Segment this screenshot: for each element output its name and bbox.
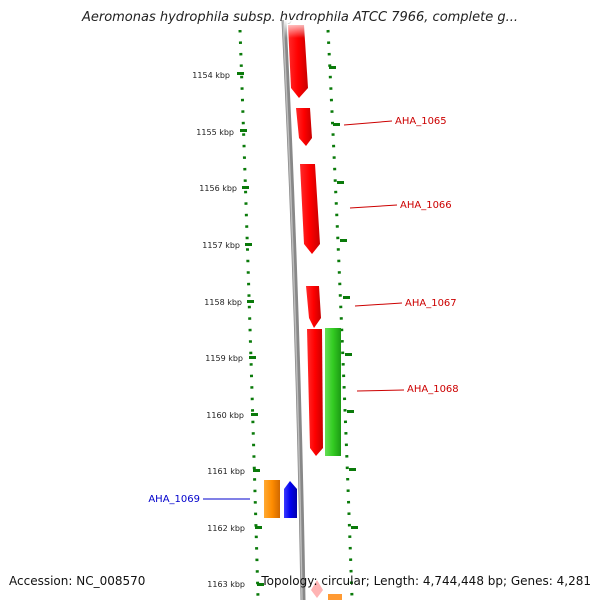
callout-line — [343, 120, 393, 126]
gene-label[interactable]: AHA_1069 — [148, 494, 200, 505]
gene-arrow-AHA-1067[interactable] — [306, 286, 321, 328]
tick-label: 1156 kbp — [199, 184, 237, 193]
tick-label: 1160 kbp — [206, 411, 244, 420]
ruler-ticks — [237, 72, 264, 586]
gene-arrow-partial — [311, 580, 323, 598]
ruler-track-outer — [326, 29, 354, 599]
ruler-tick — [345, 353, 352, 356]
gene-arrow-AHA-1069[interactable] — [284, 481, 297, 518]
genome-backbone — [281, 19, 306, 600]
gene-feature-partial — [328, 594, 342, 600]
ruler-tick — [343, 296, 350, 299]
ruler-tick — [240, 129, 247, 132]
tick-label: 1158 kbp — [204, 298, 242, 307]
ruler-tick — [253, 469, 260, 472]
callout-line — [354, 302, 403, 307]
accession-text: Accession: NC_008570 — [9, 574, 146, 588]
ruler-tick — [347, 410, 354, 413]
gene-fade-top — [284, 20, 314, 38]
callout-line — [356, 389, 405, 392]
gene-arrow-AHA-1066[interactable] — [300, 164, 320, 254]
tick-label: 1159 kbp — [205, 354, 243, 363]
ruler-tick — [245, 243, 252, 246]
ruler-tick — [255, 526, 262, 529]
tick-label: 1163 kbp — [207, 580, 245, 589]
tick-label: 1155 kbp — [196, 128, 234, 137]
gene-label[interactable]: AHA_1066 — [400, 200, 452, 211]
ruler-tick — [340, 239, 347, 242]
ruler-tick — [333, 123, 340, 126]
ruler-track-inner — [238, 29, 260, 599]
gene-arrow-forward[interactable] — [288, 25, 308, 98]
ruler-tick — [329, 66, 336, 69]
ruler-tick — [351, 526, 358, 529]
ruler-tick — [247, 300, 254, 303]
ruler-tick — [337, 181, 344, 184]
ruler-tick — [349, 468, 356, 471]
ruler-tick — [242, 186, 249, 189]
gene-arrow-AHA-1068[interactable] — [307, 329, 323, 456]
genome-backbone-highlight — [282, 19, 303, 600]
rna-gene[interactable] — [325, 328, 341, 456]
callout-lines — [203, 120, 405, 500]
tick-label: 1157 kbp — [202, 241, 240, 250]
gene-features — [264, 20, 342, 600]
gene-label[interactable]: AHA_1067 — [405, 298, 457, 309]
gene-feature-orange[interactable] — [264, 480, 280, 518]
gene-labels: AHA_1065 AHA_1066 AHA_1067 AHA_1068 AHA_… — [148, 116, 458, 505]
ruler-tick — [237, 72, 244, 75]
gene-label[interactable]: AHA_1065 — [395, 116, 447, 127]
ruler-tick — [251, 413, 258, 416]
ruler-labels: 1154 kbp 1155 kbp 1156 kbp 1157 kbp 1158… — [192, 71, 245, 589]
genome-summary-text: Topology: circular; Length: 4,744,448 bp… — [261, 574, 591, 588]
tick-label: 1154 kbp — [192, 71, 230, 80]
ruler-ticks-outer — [329, 66, 358, 529]
gene-label[interactable]: AHA_1068 — [407, 384, 459, 395]
ruler-tick — [249, 356, 256, 359]
callout-line — [349, 204, 398, 209]
map-title: Aeromonas hydrophila subsp. hydrophila A… — [81, 10, 519, 25]
tick-label: 1162 kbp — [207, 524, 245, 533]
ruler-tick — [257, 583, 264, 586]
tick-label: 1161 kbp — [207, 467, 245, 476]
gene-arrow-AHA-1065[interactable] — [296, 108, 312, 146]
